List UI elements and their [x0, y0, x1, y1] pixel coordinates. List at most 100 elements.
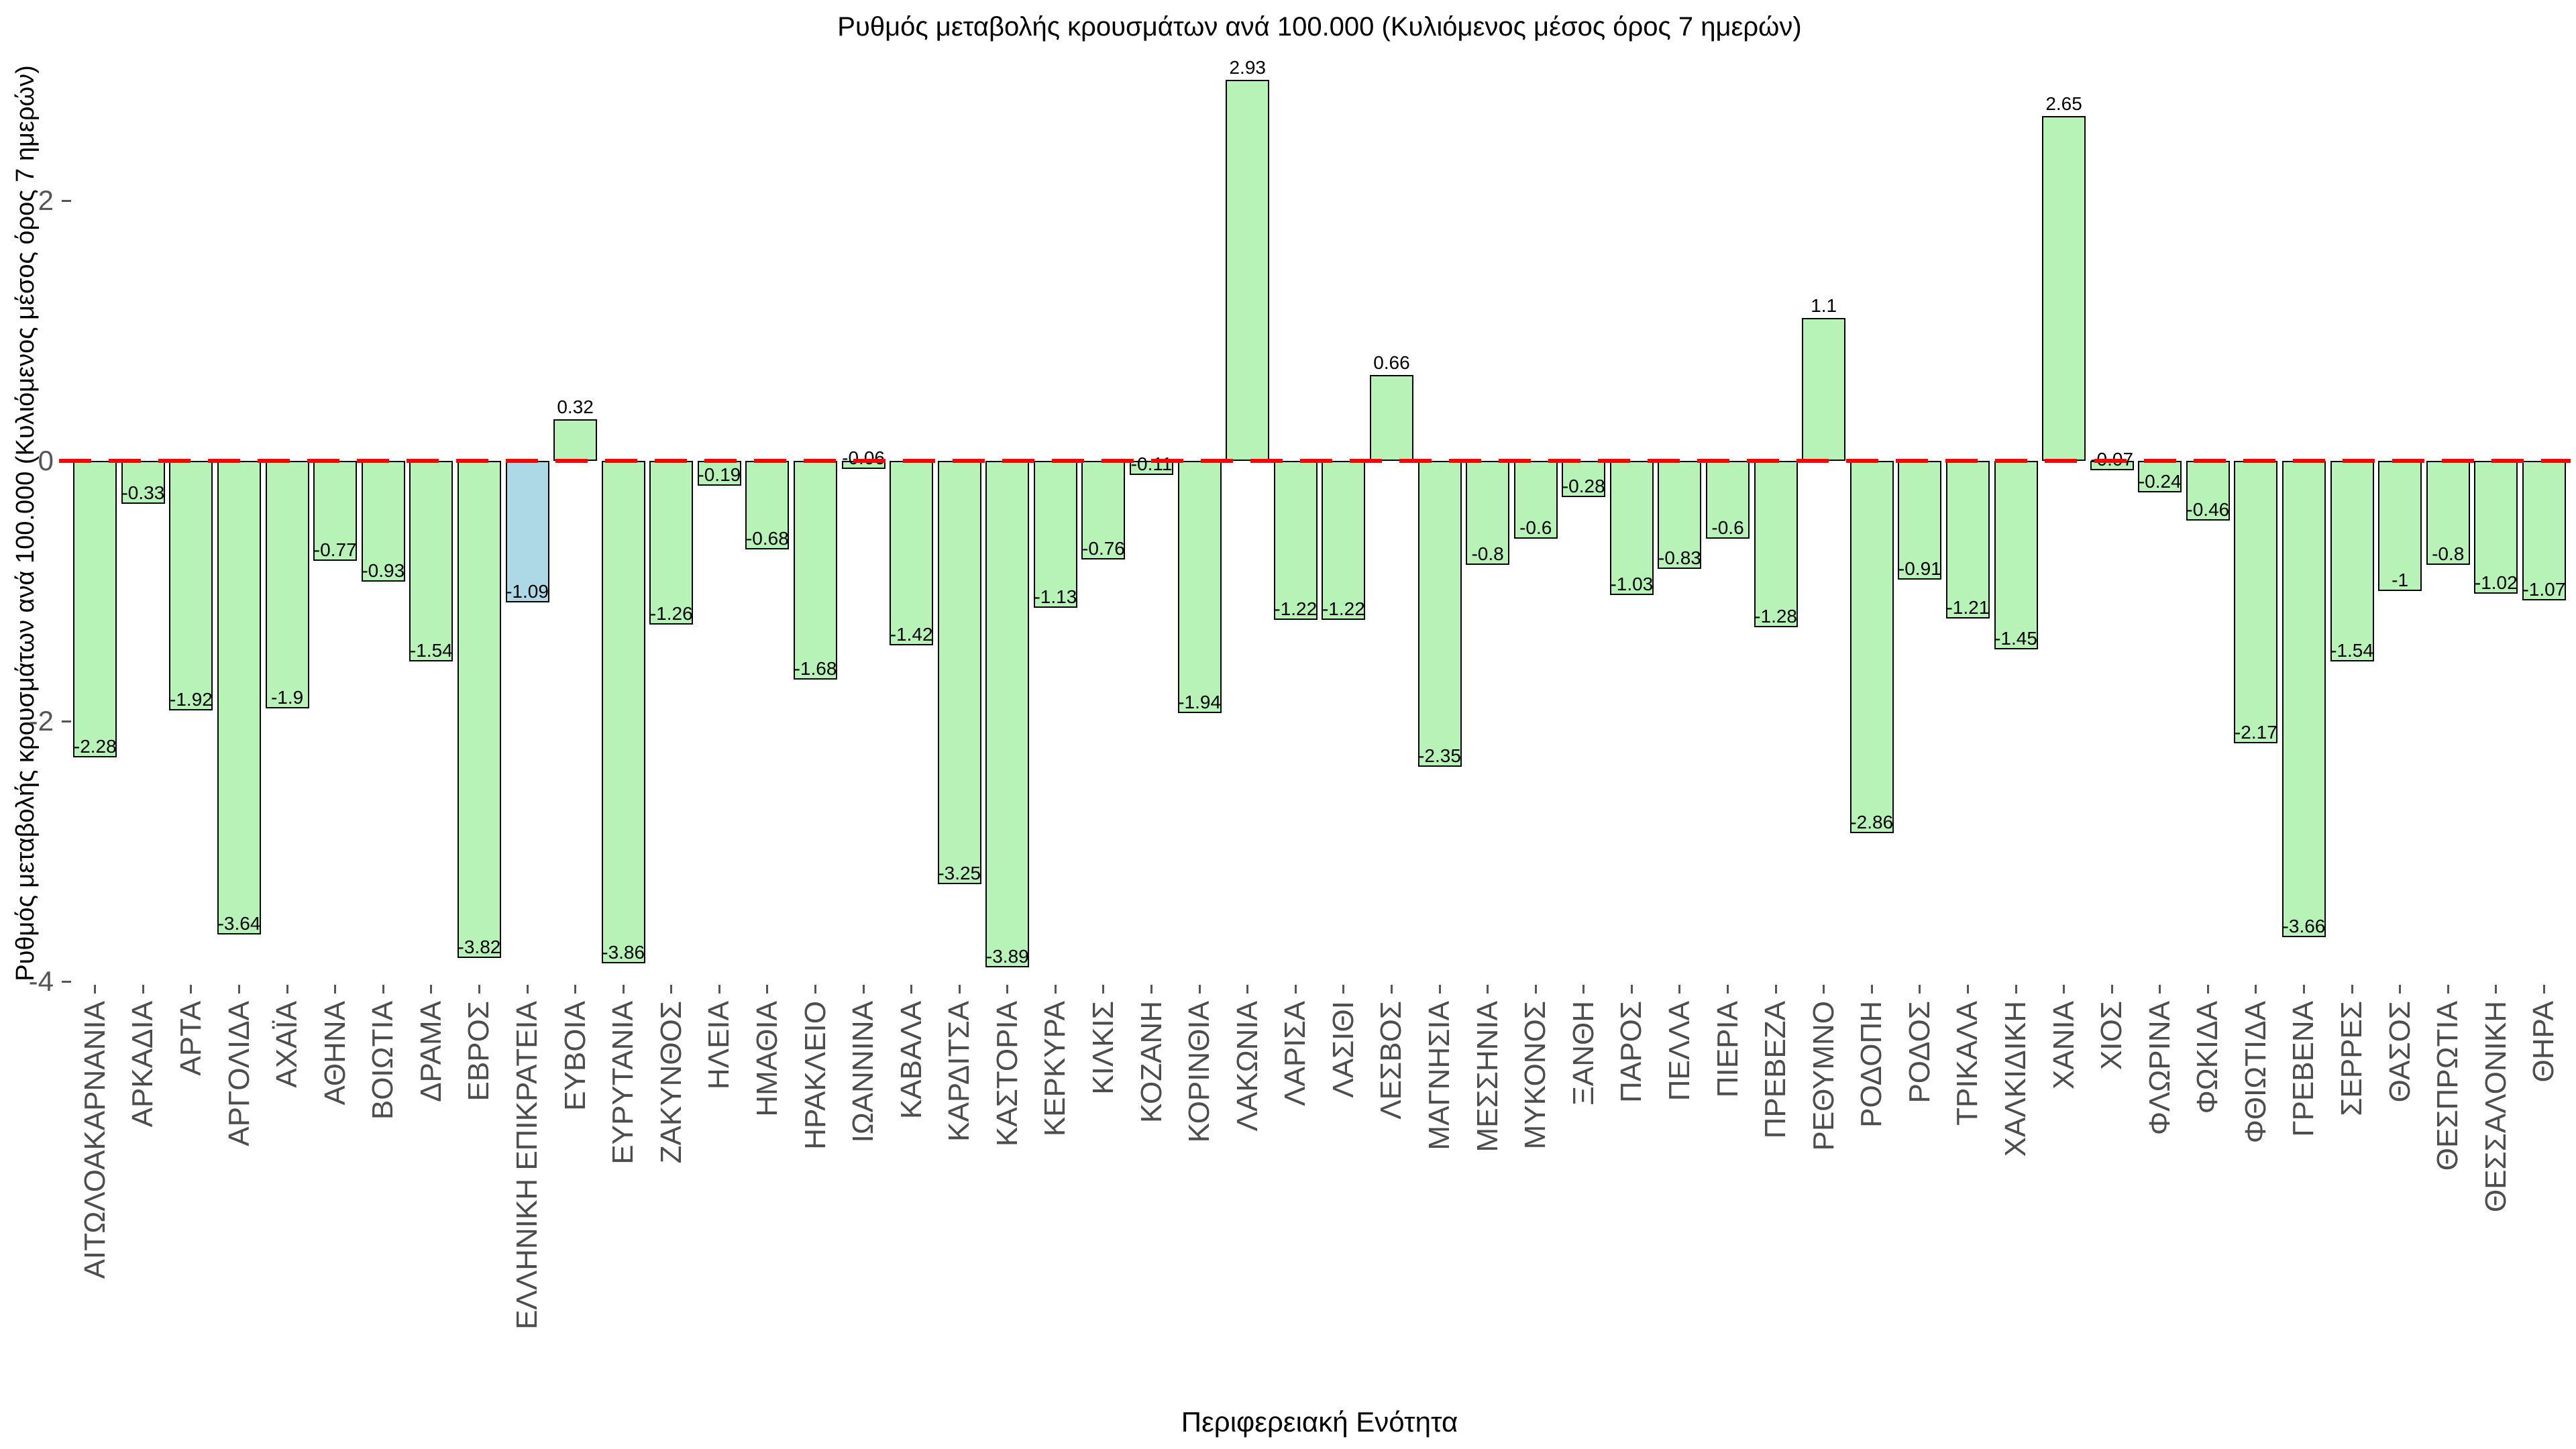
bar: [1417, 461, 1462, 767]
x-tick-label: ΗΛΕΙΑ: [702, 1001, 736, 1090]
bar: [457, 461, 501, 959]
x-tick-mark: [1102, 985, 1105, 994]
value-label: -0.28: [1562, 476, 1605, 497]
x-tick-mark: [814, 985, 816, 994]
value-label: -0.8: [2432, 543, 2465, 565]
bar: [169, 461, 213, 711]
bar: [2522, 461, 2566, 600]
x-tick-mark: [1870, 985, 1873, 994]
value-label: -0.93: [362, 560, 405, 582]
x-tick-mark: [526, 985, 529, 994]
x-tick-mark: [94, 985, 97, 994]
value-label: -1.9: [270, 686, 304, 708]
x-tick-mark: [1534, 985, 1537, 994]
x-tick-label: ΘΑΣΟΣ: [2383, 1001, 2416, 1103]
x-tick-mark: [2302, 985, 2305, 994]
x-tick-mark: [2015, 985, 2017, 994]
bar: [313, 461, 358, 561]
value-label: -2.28: [73, 736, 117, 757]
bar: [1898, 461, 1942, 580]
y-tick-mark: [62, 720, 71, 722]
value-label: -0.33: [121, 482, 165, 504]
x-tick-label: ΡΕΘΥΜΝΟ: [1807, 1001, 1840, 1151]
x-tick-mark: [334, 985, 337, 994]
x-tick-label: ΠΡΕΒΕΖΑ: [1759, 1001, 1792, 1139]
bar: [2330, 461, 2374, 661]
value-label: 0.66: [1373, 352, 1410, 373]
x-tick-label: ΑΡΤΑ: [174, 1001, 207, 1076]
value-label: -1.54: [2330, 639, 2373, 661]
x-tick-mark: [1966, 985, 1969, 994]
value-label: -1.68: [794, 657, 837, 679]
x-tick-mark: [1342, 985, 1345, 994]
chart-title: Ρυθμός μεταβολής κρουσμάτων ανά 100.000 …: [837, 12, 1802, 42]
bar: [2474, 461, 2518, 594]
value-label: -1.22: [1274, 598, 1318, 619]
x-tick-mark: [2351, 985, 2353, 994]
x-tick-mark: [862, 985, 865, 994]
x-tick-label: ΘΗΡΑ: [2527, 1001, 2561, 1083]
bar: [1754, 461, 1798, 628]
x-tick-mark: [238, 985, 241, 994]
x-tick-label: ΡΟΔΟΠΗ: [1855, 1001, 1888, 1128]
x-tick-mark: [622, 985, 625, 994]
value-label: -2.86: [1850, 811, 1894, 833]
value-label: -1.45: [1994, 628, 2037, 649]
x-tick-mark: [1727, 985, 1729, 994]
x-tick-label: ΚΙΛΚΙΣ: [1086, 1001, 1120, 1095]
x-tick-label: ΚΕΡΚΥΡΑ: [1038, 1001, 1072, 1137]
x-tick-label: ΙΩΑΝΝΙΝΑ: [847, 1001, 880, 1143]
value-label: -0.6: [1711, 517, 1744, 539]
value-label: -1: [2392, 570, 2409, 590]
bar: [1081, 461, 1126, 560]
value-label: -1.54: [409, 639, 453, 661]
value-label: -0.77: [313, 539, 357, 561]
x-tick-label: ΣΕΡΡΕΣ: [2335, 1001, 2369, 1116]
x-tick-label: ΚΑΒΑΛΑ: [894, 1001, 928, 1120]
x-tick-label: ΛΕΣΒΟΣ: [1375, 1001, 1408, 1120]
bar: [1658, 461, 1702, 570]
y-tick-label: 2: [38, 184, 54, 216]
x-tick-mark: [1150, 985, 1153, 994]
x-tick-mark: [430, 985, 433, 994]
value-label: -1.09: [506, 581, 549, 602]
x-tick-label: ΑΡΓΟΛΙΔΑ: [222, 1001, 256, 1146]
x-tick-label: ΚΑΡΔΙΤΣΑ: [943, 1001, 976, 1142]
bar: [121, 461, 165, 504]
x-tick-label: ΘΕΣΠΡΩΤΙΑ: [2431, 1001, 2465, 1171]
bar: [1609, 461, 1654, 595]
x-tick-mark: [1487, 985, 1489, 994]
x-tick-mark: [382, 985, 384, 994]
x-tick-mark: [286, 985, 288, 994]
value-label: -1.07: [2522, 578, 2566, 600]
bar: [217, 461, 262, 935]
value-label: -1.13: [1034, 586, 1077, 608]
x-tick-label: ΛΑΚΩΝΙΑ: [1230, 1001, 1264, 1132]
bar: [505, 461, 549, 603]
x-tick-mark: [1438, 985, 1441, 994]
x-tick-mark: [2110, 985, 2113, 994]
x-tick-mark: [190, 985, 193, 994]
x-tick-mark: [1006, 985, 1009, 994]
value-label: -3.89: [985, 945, 1029, 967]
bar: [2282, 461, 2326, 938]
value-label: -3.86: [602, 941, 645, 963]
x-tick-label: ΕΥΡΥΤΑΝΙΑ: [606, 1001, 640, 1165]
x-tick-mark: [1246, 985, 1249, 994]
value-label: -1.02: [2474, 572, 2518, 593]
x-tick-label: ΕΛΛΗΝΙΚΗ ΕΠΙΚΡΑΤΕΙΑ: [511, 1001, 544, 1330]
x-tick-mark: [718, 985, 720, 994]
bar: [1849, 461, 1894, 833]
x-tick-label: ΗΡΑΚΛΕΙΟ: [798, 1001, 832, 1150]
x-tick-mark: [2447, 985, 2449, 994]
x-axis-label: Περιφερειακή Ενότητα: [1181, 1406, 1458, 1438]
x-tick-label: ΦΩΚΙΔΑ: [2191, 1001, 2224, 1114]
x-tick-mark: [1054, 985, 1057, 994]
x-tick-label: ΜΕΣΣΗΝΙΑ: [1470, 1001, 1504, 1152]
x-tick-mark: [2495, 985, 2498, 994]
x-tick-mark: [1198, 985, 1201, 994]
x-tick-label: ΛΑΡΙΣΑ: [1279, 1001, 1312, 1106]
x-tick-mark: [670, 985, 673, 994]
bar: [1322, 461, 1366, 620]
